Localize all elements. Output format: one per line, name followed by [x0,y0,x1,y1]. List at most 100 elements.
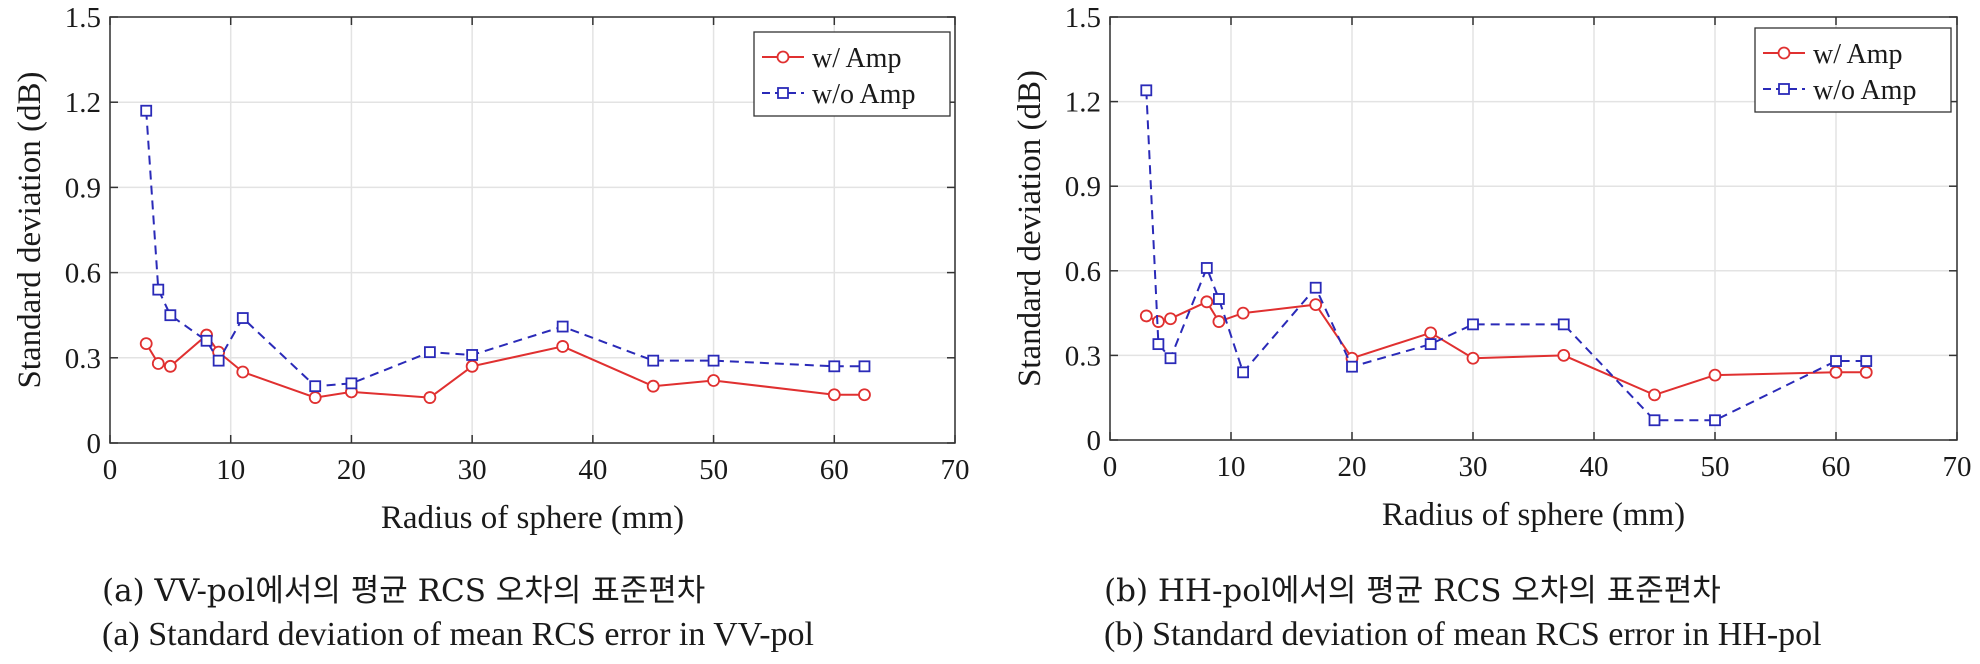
axes-box [109,16,956,444]
series-w-amp [1139,295,1873,402]
data-point [1164,312,1177,326]
x-tick-label: 40 [578,454,607,486]
data-point [1236,306,1250,320]
data-point [828,360,841,373]
data-point [1648,388,1661,402]
legend-marker [1777,46,1791,60]
data-point [308,391,322,404]
legend-marker [777,87,789,99]
axes-box [1109,16,1958,441]
data-point [1140,84,1153,97]
legend-label: w/ Amp [1813,39,1902,70]
y-tick-label: 0.3 [1065,340,1101,372]
data-point [1200,262,1213,274]
data-point [827,388,841,402]
data-point [647,354,660,367]
x-tick-label: 70 [941,454,970,486]
data-point [1829,365,1843,379]
data-point [140,104,153,117]
data-point [164,309,177,322]
data-point [1557,348,1571,362]
legend-label: w/ Amp [812,43,901,74]
data-point [858,388,871,402]
data-point [556,320,569,333]
series-w-o-amp [1140,84,1873,427]
x-tick-label: 0 [103,454,118,486]
x-tick-label: 40 [1580,451,1609,483]
legend-box [1754,27,1952,113]
series-w-o-amp [140,104,871,393]
data-point [1648,414,1661,427]
data-point [1708,368,1722,382]
legend-marker [776,50,790,64]
data-point [345,377,358,390]
data-point [139,337,153,351]
y-tick-label: 0.9 [65,172,101,204]
data-point [200,334,213,347]
data-point [423,391,437,404]
data-point [423,346,436,359]
data-point [1467,318,1479,331]
data-point [1830,355,1842,367]
data-point [1309,281,1322,294]
data-point [1200,295,1214,309]
x-tick-label: 70 [1943,451,1972,483]
data-point [646,379,660,393]
y-tick-label: 0 [1087,425,1102,457]
y-tick-label: 0.3 [65,343,101,375]
series-line [145,110,865,388]
chart-a: 0 10 20 30 40 50 60 70 0 0.3 0.6 0.9 1.2 1.5 Radius of… [12,2,970,536]
data-point [1466,351,1480,365]
data-point [152,283,165,296]
x-tick-label: 10 [1217,451,1246,483]
caption-a-english: (a) Standard deviation of mean RCS error… [102,616,814,653]
x-axis-label: Radius of sphere (mm) [1382,497,1685,533]
data-point [1709,414,1721,427]
x-tick-label: 60 [820,454,849,486]
data-point [1424,326,1438,340]
data-point [1859,365,1873,379]
x-tick-label: 30 [458,454,487,486]
caption-b-korean: (b) HH-pol에서의 평균 RCS 오차의 표준편차 [1104,573,1721,609]
y-tick-label: 0.6 [65,258,101,290]
data-point [212,354,225,367]
legend: w/ Amp w/o Amp [1754,27,1952,113]
data-point [858,360,871,373]
data-point [1152,315,1165,328]
legend-box [753,31,951,117]
x-tick-label: 60 [1822,451,1851,483]
data-point [1557,318,1570,331]
data-point [707,374,720,387]
data-point [1860,355,1873,367]
data-point [151,357,165,370]
chart-b: 0 10 20 30 40 50 60 70 0 0.3 0.6 0.9 1.2 1.5 Radius of… [1012,2,1972,533]
x-tick-label: 30 [1459,451,1488,483]
data-point [1346,360,1358,373]
data-point [465,359,479,373]
x-tick-label: 50 [1701,451,1730,483]
caption-a-korean: (a) VV-pol에서의 평균 RCS 오차의 표준편차 [102,573,706,609]
data-point [236,312,249,324]
data-point [1212,315,1226,328]
data-point [466,349,479,361]
data-point [1139,309,1153,323]
y-axis-label: Standard deviation (dB) [1012,70,1048,387]
data-point [1152,338,1165,351]
data-point [236,365,250,379]
x-tick-label: 50 [699,454,728,486]
data-point [163,359,177,373]
data-point [1164,352,1177,365]
x-axis-label: Radius of sphere (mm) [381,500,684,536]
data-point [1309,298,1323,312]
data-point [1213,293,1225,305]
x-tick-label: 10 [216,454,245,486]
y-tick-label: 0.9 [1065,171,1101,203]
y-tick-label: 1.2 [1065,87,1101,119]
x-tick-label: 0 [1103,451,1118,483]
data-point [707,354,720,367]
y-tick-label: 1.2 [65,87,101,119]
legend-marker [1778,83,1790,95]
x-tick-label: 20 [337,454,366,486]
legend-label: w/o Amp [812,79,915,110]
